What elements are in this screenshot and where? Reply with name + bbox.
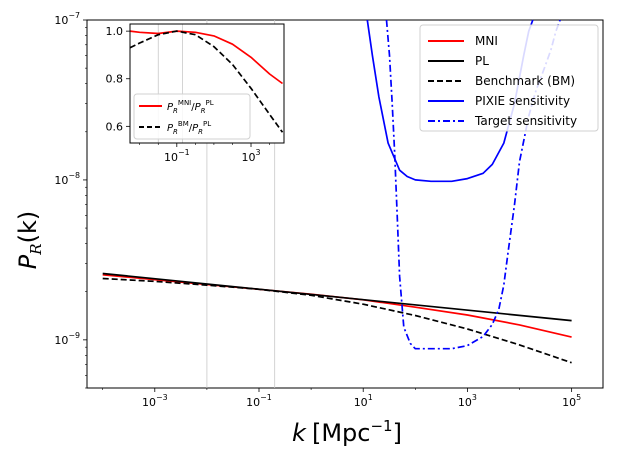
inset-ytick-label-1: 0.8 xyxy=(106,73,124,86)
main-plot: 10−3 10−1 101 103 105 10−9 10−8 10−7 PR(k) k [Mp… xyxy=(14,11,604,447)
main-legend: MNI PL Benchmark (BM) PIXIE sensitivity … xyxy=(419,24,599,132)
inset-legend-label-mni-ratio: PRMNI/PRPL xyxy=(167,99,214,115)
main-series xyxy=(102,19,572,364)
main-ticks: 10−3 10−1 101 103 105 10−9 10−8 10−7 xyxy=(54,11,581,409)
main-plot-frame xyxy=(86,19,604,389)
main-legend-box xyxy=(419,24,599,132)
main-xtick-label-0: 10−3 xyxy=(142,393,168,409)
main-ytick-label-0: 10−9 xyxy=(54,331,80,347)
legend-label-benchmark: Benchmark (BM) xyxy=(475,74,575,88)
inset-xtick-label-1: 103 xyxy=(241,148,260,164)
main-series-1 xyxy=(102,272,572,322)
inset-series-0 xyxy=(129,30,284,85)
inset-series xyxy=(129,30,284,133)
inset-series-1 xyxy=(129,30,284,133)
legend-entry-target: Target sensitivity xyxy=(428,114,577,128)
main-series-2 xyxy=(102,277,572,364)
inset-legend-entry-bm-ratio: PRBM/PRPL xyxy=(139,120,211,136)
main-xtick-label-4: 105 xyxy=(562,393,581,409)
x-axis-label: k [Mpc−1] xyxy=(292,417,402,447)
main-ytick-label-1: 10−8 xyxy=(54,171,80,187)
legend-entry-pl: PL xyxy=(428,54,489,68)
inset-legend: PRMNI/PRPL PRBM/PRPL xyxy=(133,93,251,140)
inset-ytick-label-0: 0.6 xyxy=(106,120,124,133)
legend-label-target: Target sensitivity xyxy=(474,114,577,128)
main-series-0 xyxy=(102,273,572,338)
main-series-4 xyxy=(385,19,561,350)
legend-entry-benchmark: Benchmark (BM) xyxy=(428,74,575,88)
inset-xtick-label-0: 10−1 xyxy=(164,148,190,164)
y-axis-label: PR(k) xyxy=(14,211,45,269)
legend-entry-pixie: PIXIE sensitivity xyxy=(428,94,570,108)
inset-ytick-label-2: 1.0 xyxy=(106,25,124,38)
inset-legend-label-bm-ratio: PRBM/PRPL xyxy=(167,120,211,136)
legend-label-mni: MNI xyxy=(475,34,498,48)
legend-entry-mni: MNI xyxy=(428,34,498,48)
legend-label-pixie: PIXIE sensitivity xyxy=(475,94,570,108)
main-xtick-label-1: 10−1 xyxy=(246,393,272,409)
inset-ticks: 10−1 103 0.6 0.8 1.0 xyxy=(106,25,270,164)
inset-frame xyxy=(129,23,285,144)
legend-label-pl: PL xyxy=(475,54,489,68)
inset-legend-entry-mni-ratio: PRMNI/PRPL xyxy=(139,99,214,115)
inset-plot: 10−1 103 0.6 0.8 1.0 PRMNI/PRPL PRBM/PRPL xyxy=(106,23,285,164)
main-xtick-label-2: 101 xyxy=(354,393,373,409)
main-xtick-label-3: 103 xyxy=(458,393,477,409)
main-ytick-label-2: 10−7 xyxy=(54,11,80,27)
inset-legend-box xyxy=(133,93,251,140)
